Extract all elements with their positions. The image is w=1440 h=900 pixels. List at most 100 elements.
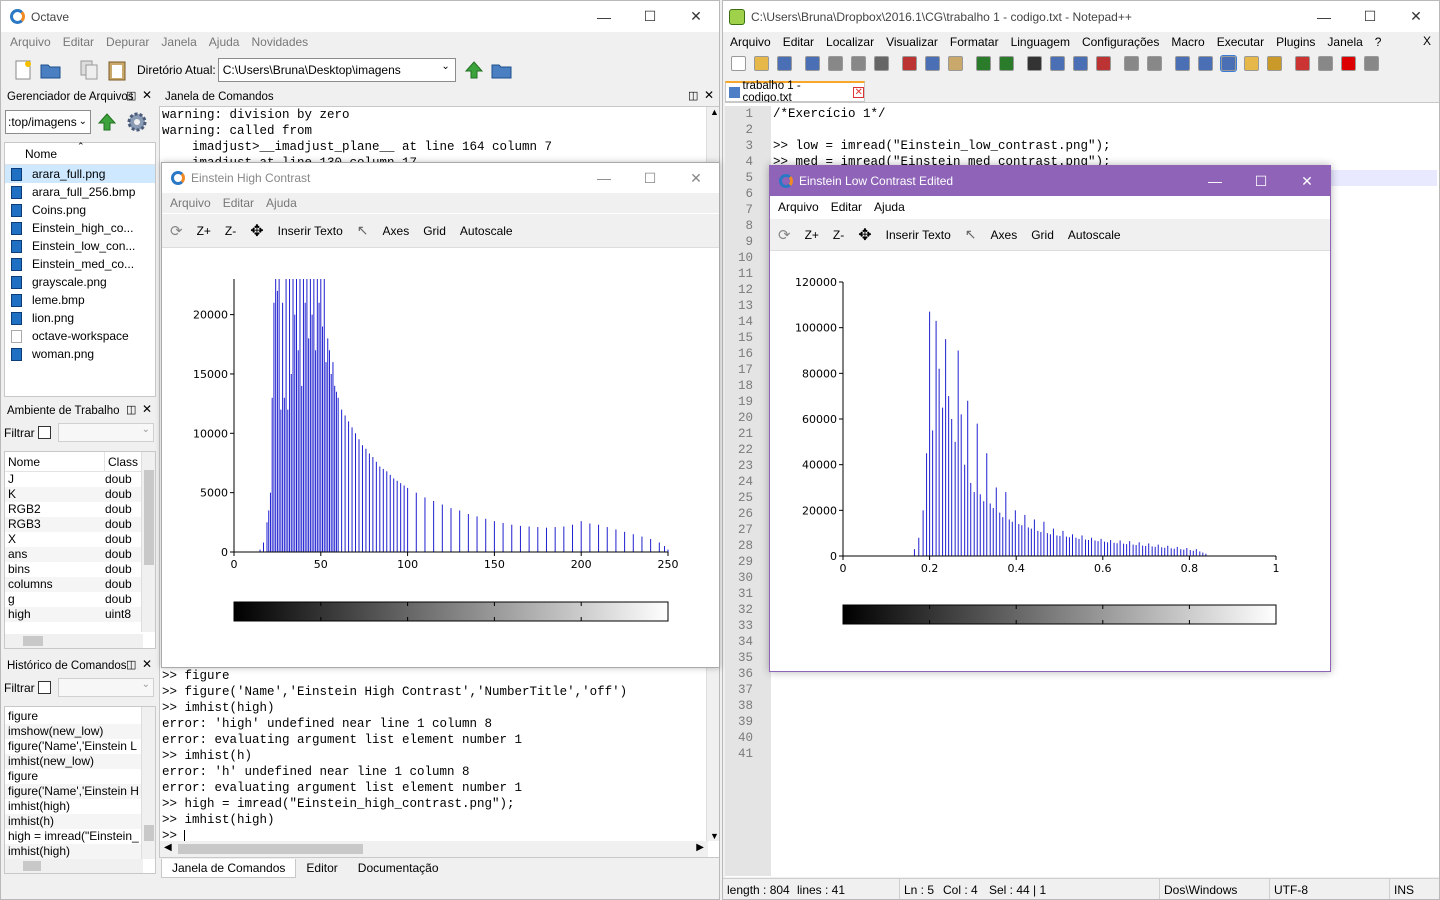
menu-item[interactable]: Plugins [1276, 35, 1316, 49]
monitoring-icon[interactable] [1318, 55, 1333, 71]
maximize-button[interactable]: ☐ [643, 8, 657, 24]
minimize-button[interactable]: — [1208, 173, 1222, 189]
axes-button[interactable]: Axes [990, 227, 1018, 242]
history-item[interactable]: figure [8, 769, 39, 783]
parent-dir-arrow-icon[interactable] [462, 58, 486, 82]
insert-text-button[interactable]: Inserir Texto [277, 223, 343, 238]
scroll-up-icon[interactable]: ▲ [710, 107, 719, 117]
menu-item[interactable]: ? [1374, 35, 1382, 49]
history-item[interactable]: imhist(high) [8, 799, 71, 813]
copy-icon[interactable] [925, 55, 940, 71]
zoom-out-button[interactable]: Z- [224, 223, 237, 238]
filter-combo[interactable]: ⌄ [58, 678, 154, 697]
menu-item[interactable]: Linguagem [1010, 35, 1070, 49]
replace-icon[interactable] [1050, 55, 1065, 71]
close-button[interactable]: ✕ [690, 8, 702, 24]
paste-icon[interactable] [948, 55, 963, 71]
file-item[interactable]: Einstein_low_con... [5, 237, 155, 255]
close-button[interactable]: ✕ [1410, 8, 1422, 24]
menu-item[interactable]: Visualizar [886, 35, 938, 49]
file-item[interactable]: grayscale.png [5, 273, 155, 291]
close-button[interactable]: ✕ [690, 169, 702, 186]
workspace-row[interactable]: g doub [5, 592, 155, 607]
notepad-doc-close[interactable]: X [1422, 34, 1431, 48]
stop-macro-icon[interactable] [1364, 55, 1379, 71]
undo-icon[interactable] [976, 55, 991, 71]
menu-editar[interactable]: Editar [62, 35, 95, 49]
maximize-button[interactable]: ☐ [643, 169, 657, 186]
menu-arquivo[interactable]: Arquivo [170, 196, 211, 210]
undock-icon[interactable]: ◫ [688, 90, 699, 102]
history-item[interactable]: imhist(h) [5, 814, 155, 829]
menu-arquivo[interactable]: Arquivo [10, 35, 51, 49]
cut-icon[interactable] [902, 55, 917, 71]
filter-checkbox[interactable] [38, 681, 51, 694]
history-item[interactable]: figure('Name','Einstein L [8, 739, 137, 753]
menu-janela[interactable]: Janela [161, 35, 197, 49]
notepad-titlebar[interactable]: C:\Users\Bruna\Dropbox\2016.1\CG\trabalh… [723, 1, 1439, 32]
workspace-row[interactable]: RGB2 doub [5, 502, 155, 517]
wrap-icon[interactable] [1175, 55, 1190, 71]
minimize-button[interactable]: — [1317, 8, 1331, 25]
new-file-icon[interactable] [11, 58, 35, 82]
menu-novidades[interactable]: Novidades [251, 35, 309, 49]
close-tab-icon[interactable]: ✕ [853, 86, 864, 98]
workspace-row[interactable]: columns doub [5, 577, 155, 592]
figure-high-titlebar[interactable]: Einstein High Contrast — ☐ ✕ [162, 163, 719, 193]
pan-icon[interactable]: ✥ [250, 222, 264, 240]
file-item[interactable]: woman.png [5, 345, 155, 363]
minimize-button[interactable]: — [597, 8, 611, 25]
current-dir-combo[interactable]: C:\Users\Bruna\Desktop\imagens ⌄ [217, 58, 456, 82]
select-cursor-icon[interactable]: ↖ [356, 222, 369, 238]
maximize-button[interactable]: ☐ [1363, 8, 1377, 24]
workspace-row[interactable]: ans doub [5, 547, 155, 562]
menu-item[interactable]: Macro [1171, 35, 1205, 49]
history-item[interactable]: figure [8, 709, 39, 723]
filter-checkbox[interactable] [38, 426, 51, 439]
menu-arquivo[interactable]: Arquivo [778, 200, 819, 214]
rotate-icon[interactable]: ⟳ [778, 226, 791, 244]
octave-titlebar[interactable]: Octave — ☐ ✕ [1, 1, 719, 32]
menu-item[interactable]: Arquivo [730, 35, 771, 49]
insert-text-button[interactable]: Inserir Texto [885, 227, 951, 242]
workspace-row[interactable]: RGB3 doub [5, 517, 155, 532]
menu-item[interactable]: Janela [1327, 35, 1363, 49]
doc-map-icon[interactable] [1244, 55, 1259, 71]
menu-item[interactable]: Executar [1216, 35, 1265, 49]
workspace-row[interactable]: bins doub [5, 562, 155, 577]
histogram-low-chart[interactable]: 0 20000 40000 60000 80000 100000 120000 0 0.2 0.4… [770, 252, 1330, 670]
open-file-icon[interactable] [754, 55, 769, 71]
tab-command-window[interactable]: Janela de Comandos [161, 859, 297, 878]
file-item[interactable]: Einstein_high_co... [5, 219, 155, 237]
autoscale-button[interactable]: Autoscale [1067, 227, 1121, 242]
tab-documentation[interactable]: Documentação [357, 861, 439, 875]
file-item[interactable]: leme.bmp [5, 291, 155, 309]
menu-editar[interactable]: Editar [830, 200, 863, 214]
show-all-chars-icon[interactable] [1198, 55, 1213, 71]
zoom-in-icon[interactable] [1073, 55, 1088, 71]
workspace-hscrollbar[interactable] [5, 634, 143, 648]
record-macro-icon[interactable] [1341, 55, 1356, 71]
function-list-icon[interactable] [1267, 55, 1282, 71]
grid-button[interactable]: Grid [1031, 227, 1054, 242]
undock-icon[interactable]: ◫ [126, 404, 137, 416]
file-item[interactable]: Einstein_med_co... [5, 255, 155, 273]
menu-item[interactable]: Localizar [826, 35, 875, 49]
menu-item[interactable]: Formatar [949, 35, 999, 49]
folder-as-workspace-icon[interactable] [1295, 55, 1310, 71]
file-item[interactable]: octave-workspace [5, 327, 155, 345]
indent-guide-icon[interactable] [1220, 54, 1237, 72]
menu-editar[interactable]: Editar [222, 196, 255, 210]
file-item[interactable]: Coins.png [5, 201, 155, 219]
tab-editor[interactable]: Editor [306, 861, 338, 875]
history-item[interactable]: imshow(new_low) [5, 724, 155, 739]
file-item[interactable]: lion.png [5, 309, 155, 327]
close-icon[interactable] [828, 55, 843, 71]
zoom-in-button[interactable]: Z+ [804, 227, 819, 242]
autoscale-button[interactable]: Autoscale [459, 223, 513, 238]
menu-ajuda[interactable]: Ajuda [266, 196, 297, 210]
scroll-down-icon[interactable]: ▼ [710, 831, 719, 841]
menu-item[interactable]: Configurações [1081, 35, 1160, 49]
